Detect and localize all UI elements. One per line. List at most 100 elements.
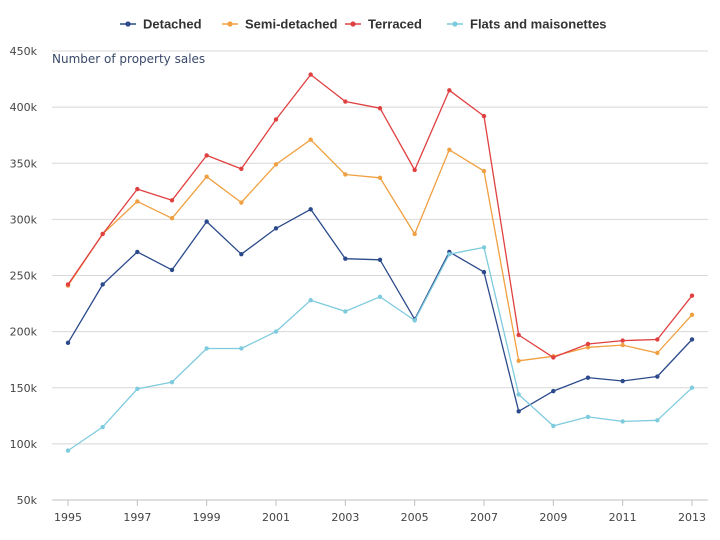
x-tick-label: 1999 xyxy=(193,511,221,524)
data-point[interactable] xyxy=(308,137,313,142)
data-point[interactable] xyxy=(343,172,348,177)
data-point[interactable] xyxy=(447,147,452,152)
data-point[interactable] xyxy=(551,388,556,394)
data-point[interactable] xyxy=(169,198,175,203)
data-point[interactable] xyxy=(135,199,140,204)
data-point[interactable] xyxy=(239,166,244,172)
data-point[interactable] xyxy=(620,378,625,384)
y-tick-label: 250k xyxy=(10,270,38,283)
data-point[interactable] xyxy=(516,392,521,397)
data-point[interactable] xyxy=(516,358,521,364)
data-point[interactable] xyxy=(412,167,417,173)
x-tick-label: 1995 xyxy=(54,511,82,524)
data-point[interactable] xyxy=(689,312,695,317)
data-point[interactable] xyxy=(343,99,348,104)
data-point[interactable] xyxy=(689,385,695,390)
data-point[interactable] xyxy=(65,282,71,287)
data-point[interactable] xyxy=(481,269,487,275)
series-line xyxy=(67,73,693,359)
legend-label: Detached xyxy=(143,17,202,32)
data-point[interactable] xyxy=(343,309,348,314)
data-point[interactable] xyxy=(239,200,244,205)
data-point[interactable] xyxy=(308,72,313,77)
legend-item[interactable]: Flats and maisonettes xyxy=(447,17,607,32)
data-point[interactable] xyxy=(239,251,244,257)
legend-label: Semi-detached xyxy=(245,17,338,32)
data-point[interactable] xyxy=(412,231,417,237)
y-tick-label: 450k xyxy=(10,45,38,58)
data-point[interactable] xyxy=(100,424,105,430)
y-tick-label: 300k xyxy=(10,213,38,226)
data-point[interactable] xyxy=(447,251,452,257)
gridlines xyxy=(52,50,708,501)
data-point[interactable] xyxy=(655,350,660,356)
data-point[interactable] xyxy=(516,409,521,414)
data-point[interactable] xyxy=(412,318,417,323)
data-point[interactable] xyxy=(377,257,383,262)
data-point[interactable] xyxy=(169,267,175,273)
data-point[interactable] xyxy=(273,117,279,122)
data-point[interactable] xyxy=(100,282,105,287)
legend-label: Terraced xyxy=(368,17,422,32)
data-point[interactable] xyxy=(204,219,209,224)
series-flats-and-maisonettes xyxy=(65,245,695,453)
data-point[interactable] xyxy=(377,106,383,111)
data-point[interactable] xyxy=(65,448,71,453)
data-point[interactable] xyxy=(135,386,140,392)
data-point[interactable] xyxy=(481,168,487,174)
data-point[interactable] xyxy=(169,379,175,385)
data-point[interactable] xyxy=(620,342,625,348)
data-point[interactable] xyxy=(377,294,383,300)
data-point[interactable] xyxy=(273,162,279,167)
series-line xyxy=(67,208,693,412)
data-point[interactable] xyxy=(135,249,140,255)
data-point[interactable] xyxy=(585,375,591,380)
data-point[interactable] xyxy=(65,340,71,346)
data-point[interactable] xyxy=(135,186,140,192)
data-point[interactable] xyxy=(273,226,279,231)
data-point[interactable] xyxy=(516,332,521,338)
data-point[interactable] xyxy=(585,414,591,420)
x-tick-label: 2013 xyxy=(678,511,706,524)
data-point[interactable] xyxy=(204,153,209,158)
data-point[interactable] xyxy=(481,245,487,250)
data-point[interactable] xyxy=(169,216,175,221)
data-point[interactable] xyxy=(273,329,279,334)
data-point[interactable] xyxy=(689,293,695,298)
data-point[interactable] xyxy=(100,231,105,237)
data-point[interactable] xyxy=(343,256,348,261)
data-point[interactable] xyxy=(585,341,591,347)
x-tick-label: 2005 xyxy=(401,511,429,524)
data-point[interactable] xyxy=(655,418,660,423)
data-point[interactable] xyxy=(655,374,660,379)
data-point[interactable] xyxy=(377,175,383,181)
data-point[interactable] xyxy=(585,345,591,350)
legend[interactable]: Detached Semi-detached Terraced Flats and m… xyxy=(120,17,607,32)
legend-label: Flats and maisonettes xyxy=(470,17,607,32)
data-point[interactable] xyxy=(655,337,660,342)
x-tick-label: 2011 xyxy=(609,511,637,524)
data-point[interactable] xyxy=(308,297,313,303)
legend-item[interactable]: Semi-detached xyxy=(222,17,338,32)
legend-marker xyxy=(227,21,233,27)
data-point[interactable] xyxy=(239,346,244,351)
data-point[interactable] xyxy=(689,337,695,342)
data-point[interactable] xyxy=(551,423,556,429)
legend-item[interactable]: Terraced xyxy=(345,17,422,32)
legend-marker xyxy=(125,21,131,27)
y-axis-tick-labels: 50k 100k 150k 200k 250k 300k 350k 400k 450k xyxy=(10,45,38,507)
y-tick-label: 150k xyxy=(10,382,38,395)
data-point[interactable] xyxy=(204,346,209,351)
data-point[interactable] xyxy=(620,338,625,343)
data-point[interactable] xyxy=(204,174,209,179)
data-point[interactable] xyxy=(620,419,625,424)
data-point[interactable] xyxy=(308,207,313,212)
series-lines xyxy=(65,72,695,453)
x-tick-label: 2001 xyxy=(262,511,290,524)
legend-item[interactable]: Detached xyxy=(120,17,202,32)
data-point[interactable] xyxy=(481,113,487,119)
data-point[interactable] xyxy=(551,355,556,360)
y-tick-label: 400k xyxy=(10,101,38,114)
data-point[interactable] xyxy=(447,88,452,93)
